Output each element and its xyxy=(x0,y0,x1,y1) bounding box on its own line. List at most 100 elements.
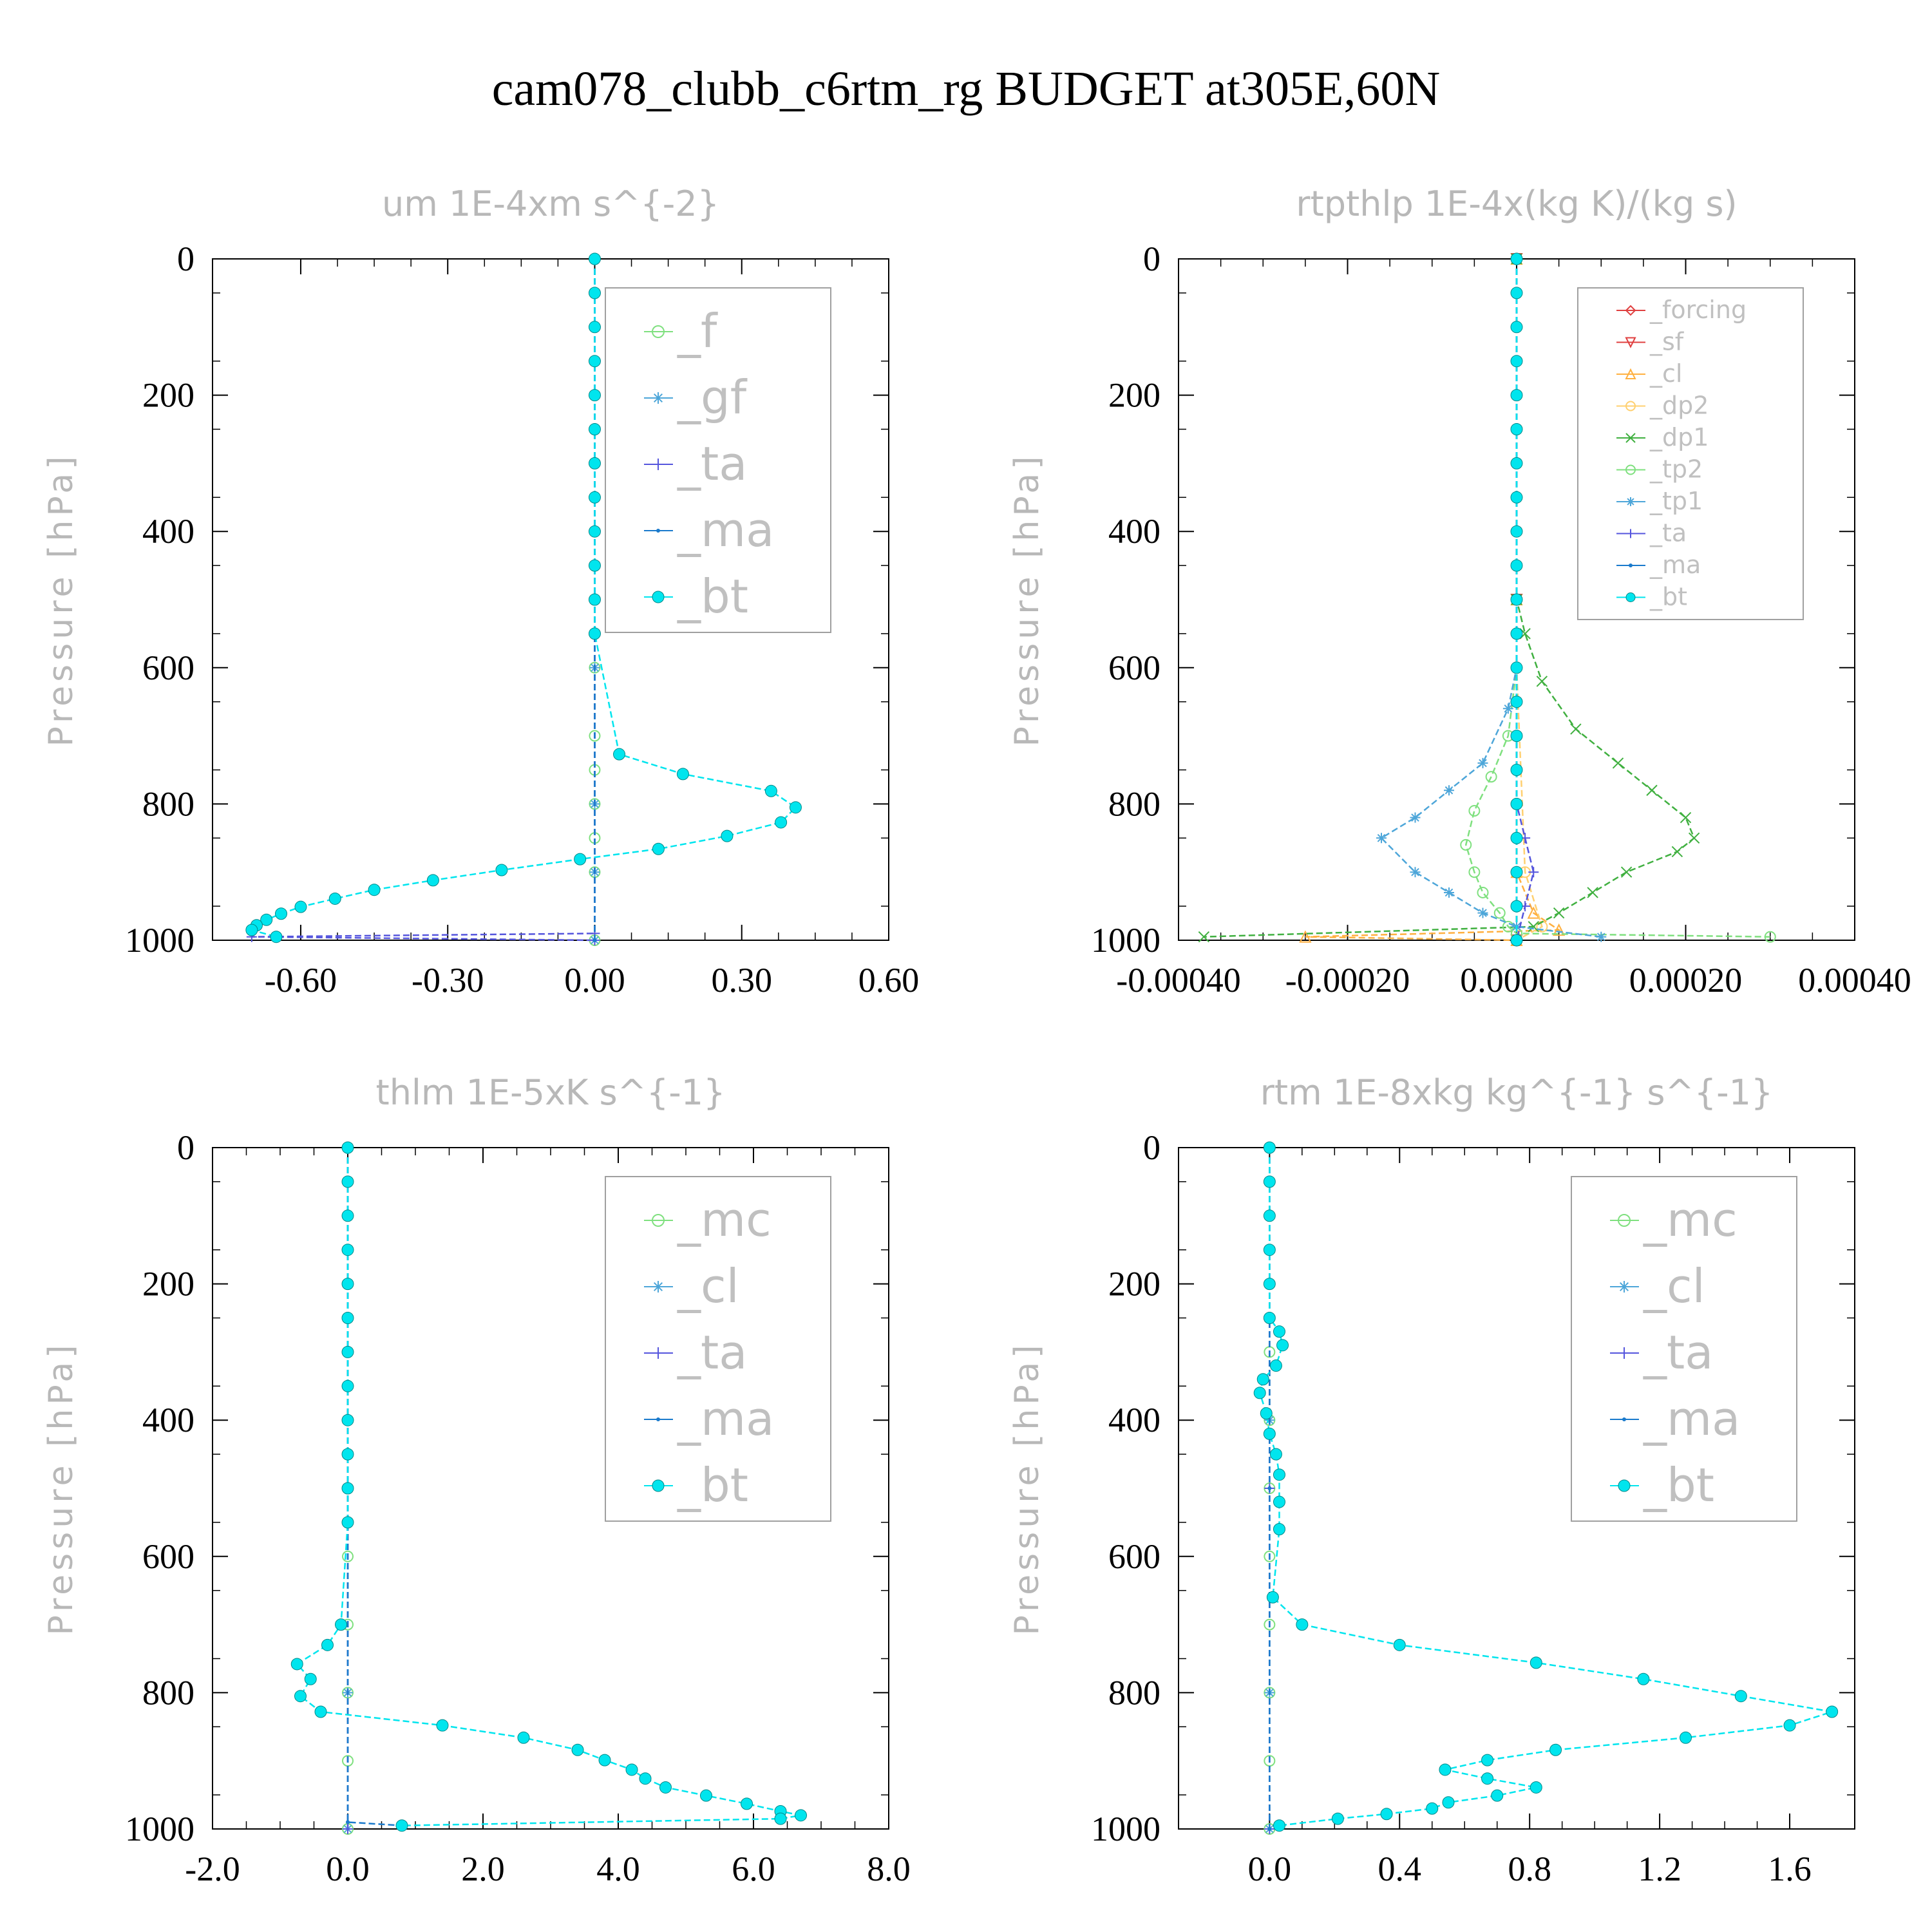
data-point_ma xyxy=(1267,1486,1272,1490)
data-point_bt xyxy=(321,1638,334,1651)
data-point_bt xyxy=(571,1743,584,1756)
data-point_tp1 xyxy=(1477,757,1488,768)
legend-swatch-marker xyxy=(1618,1281,1630,1293)
data-point_bt xyxy=(1263,1175,1276,1188)
data-point_dp1 xyxy=(1671,846,1683,858)
data-point_dp1 xyxy=(1612,757,1624,769)
data-point_mc xyxy=(342,1550,354,1562)
data-point_bt xyxy=(1510,389,1523,402)
x-tick-label: 0.60 xyxy=(858,961,920,999)
data-point_bt xyxy=(1510,287,1523,299)
data-point_bt xyxy=(1680,1731,1692,1744)
data-point_bt xyxy=(1263,1312,1276,1324)
data-point_bt xyxy=(341,1244,354,1256)
data-point_bt xyxy=(1266,1591,1279,1604)
data-point_bt xyxy=(588,355,601,368)
series_bt xyxy=(1253,1141,1839,1832)
data-point_bt xyxy=(652,842,665,855)
legend-label: _cl xyxy=(1649,359,1682,388)
y-axis-label: Pressure [hPa] xyxy=(42,1341,80,1636)
data-point_bt xyxy=(1510,627,1523,640)
chart-panel-rtpthlp: rtpthlp 1E-4x(kg K)/(kg s) Pressure [hPa]… xyxy=(1008,184,1911,999)
x-tick-label: -0.00020 xyxy=(1285,961,1410,999)
legend-label: _cl xyxy=(677,1259,739,1313)
data-point_bt xyxy=(341,1175,354,1188)
chart-panel-rtm: rtm 1E-8xkg kg^{-1} s^{-1} Pressure [hPa]… xyxy=(1008,1072,1855,1888)
data-point_bt xyxy=(1273,1522,1285,1535)
data-point_bt xyxy=(588,321,601,334)
data-point_bt xyxy=(1393,1638,1406,1651)
data-point_dp1 xyxy=(1198,931,1210,943)
legend-label: _ta xyxy=(1643,1325,1713,1379)
y-tick-label: 400 xyxy=(1108,1401,1160,1439)
data-point_tp2 xyxy=(1468,866,1481,878)
data-point_tp2 xyxy=(1485,771,1497,783)
legend-swatch-marker xyxy=(1618,1214,1631,1227)
data-point_bt xyxy=(1510,696,1523,708)
data-point_ta xyxy=(1528,867,1539,878)
legend-label: _cl xyxy=(1643,1259,1705,1313)
data-point_mc xyxy=(1264,1618,1276,1631)
data-point_bt xyxy=(1269,1359,1282,1372)
x-tick-label: 2.0 xyxy=(461,1850,505,1888)
data-point_bt xyxy=(426,874,439,887)
data-point_bt xyxy=(1510,900,1523,913)
y-axis-label: Pressure [hPa] xyxy=(1008,1341,1046,1636)
y-tick-label: 200 xyxy=(142,376,194,415)
data-point_bt xyxy=(314,1705,327,1718)
legend-swatch-marker xyxy=(652,591,665,603)
data-point_bt xyxy=(1481,1754,1494,1766)
data-point_bt xyxy=(1331,1812,1344,1825)
data-point_f xyxy=(589,730,601,742)
data-point_bt xyxy=(1510,764,1523,776)
data-point_bt xyxy=(1491,1789,1504,1802)
data-point_bt xyxy=(1263,1427,1276,1440)
y-tick-label: 600 xyxy=(1108,649,1160,687)
data-point_ma xyxy=(592,938,597,942)
y-tick-label: 800 xyxy=(142,784,194,823)
data-point_tp2 xyxy=(1477,886,1489,898)
legend-label: _sf xyxy=(1649,328,1685,356)
series-line_tp1 xyxy=(1379,259,1602,938)
data-point_bt xyxy=(598,1754,611,1766)
data-point_bt xyxy=(1510,934,1523,947)
legend-swatch-marker xyxy=(1625,464,1636,475)
data-point_tp1 xyxy=(1410,812,1421,823)
data-point_bt xyxy=(245,923,258,936)
data-point_bt xyxy=(1510,321,1523,334)
y-tick-label: 600 xyxy=(142,649,194,687)
legend-label: _bt xyxy=(1643,1458,1714,1512)
data-point_bt xyxy=(341,1278,354,1291)
data-point_bt xyxy=(341,1516,354,1529)
legend-label: _bt xyxy=(1649,583,1687,611)
legend-label: _bt xyxy=(677,1458,748,1512)
data-point_bt xyxy=(588,423,601,435)
data-point_bt xyxy=(341,1312,354,1324)
legend-label: _mc xyxy=(1643,1193,1738,1247)
legend-label: _ma xyxy=(1643,1392,1740,1446)
data-point_bt xyxy=(1510,661,1523,674)
data-point_bt xyxy=(764,784,777,797)
data-point_ma xyxy=(346,1820,350,1824)
data-point_bt xyxy=(1510,593,1523,606)
data-point_tp2 xyxy=(1493,907,1506,919)
x-tick-label: 0.4 xyxy=(1378,1850,1422,1888)
data-point_bt xyxy=(341,1141,354,1154)
data-point_bt xyxy=(1510,525,1523,538)
y-axis-label: Pressure [hPa] xyxy=(1008,453,1046,747)
legend-swatch-marker xyxy=(652,1281,664,1293)
legend-box xyxy=(605,287,831,633)
y-tick-label: 200 xyxy=(1108,1265,1160,1303)
data-point_dp1 xyxy=(1587,887,1598,898)
x-tick-label: 1.2 xyxy=(1638,1850,1681,1888)
legend-label: _ta xyxy=(677,437,747,491)
x-tick-label: 0.00020 xyxy=(1629,961,1743,999)
y-tick-label: 0 xyxy=(177,240,194,278)
data-point_tp2 xyxy=(1460,838,1472,851)
data-point_dp1 xyxy=(1688,832,1700,844)
legend-swatch-marker xyxy=(1625,433,1636,443)
legend-box xyxy=(1577,287,1804,620)
data-point_bt xyxy=(260,913,273,926)
legend-swatch-marker xyxy=(1625,337,1636,348)
data-point_bt xyxy=(1530,1656,1542,1669)
